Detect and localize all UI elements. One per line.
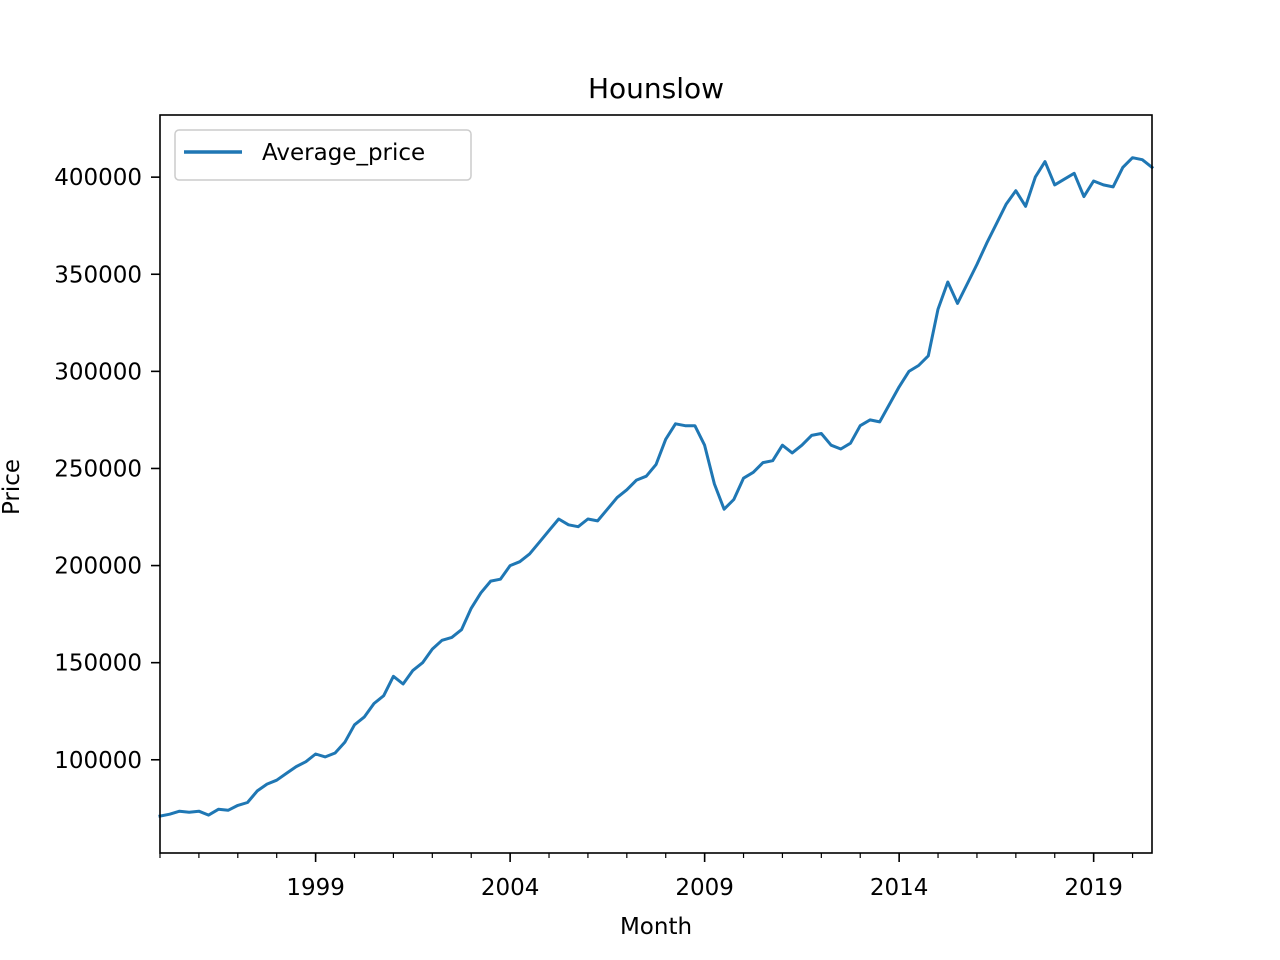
- y-tick-label: 300000: [54, 359, 142, 385]
- y-tick-label: 150000: [54, 651, 142, 677]
- y-tick-label: 400000: [54, 165, 142, 191]
- x-tick-label: 2009: [675, 875, 734, 901]
- x-axis: 1999 2004 2009 2014 2019: [159, 853, 1134, 901]
- y-axis-label: Price: [0, 459, 25, 515]
- legend-box: [174, 129, 472, 181]
- chart-title: Hounslow: [588, 72, 724, 105]
- y-tick-label: 350000: [54, 262, 142, 288]
- series-line-average-price: [158, 156, 1155, 818]
- plot-area: [158, 114, 1155, 854]
- x-tick-label: 2014: [870, 875, 929, 901]
- y-tick-label: 200000: [54, 554, 142, 580]
- x-tick-label: 2019: [1064, 875, 1123, 901]
- plot-frame: [159, 114, 1153, 854]
- x-tick-label: 2004: [481, 875, 540, 901]
- y-tick-label: 250000: [54, 456, 142, 482]
- y-axis: 100000 150000 200000 250000 300000 350000 4000…: [54, 165, 160, 774]
- y-tick-label: 100000: [54, 748, 142, 774]
- x-axis-label: Month: [620, 914, 692, 940]
- legend-label-average-price: Average_price: [262, 140, 425, 166]
- legend: Average_price: [174, 129, 472, 181]
- x-tick-label: 1999: [286, 875, 345, 901]
